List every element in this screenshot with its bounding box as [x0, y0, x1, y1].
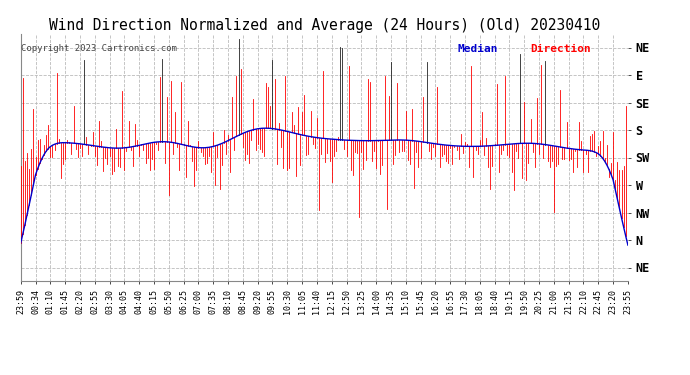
Text: Copyright 2023 Cartronics.com: Copyright 2023 Cartronics.com [21, 44, 177, 52]
Text: Direction: Direction [531, 44, 591, 54]
Text: Median: Median [458, 44, 498, 54]
Title: Wind Direction Normalized and Average (24 Hours) (Old) 20230410: Wind Direction Normalized and Average (2… [49, 18, 600, 33]
